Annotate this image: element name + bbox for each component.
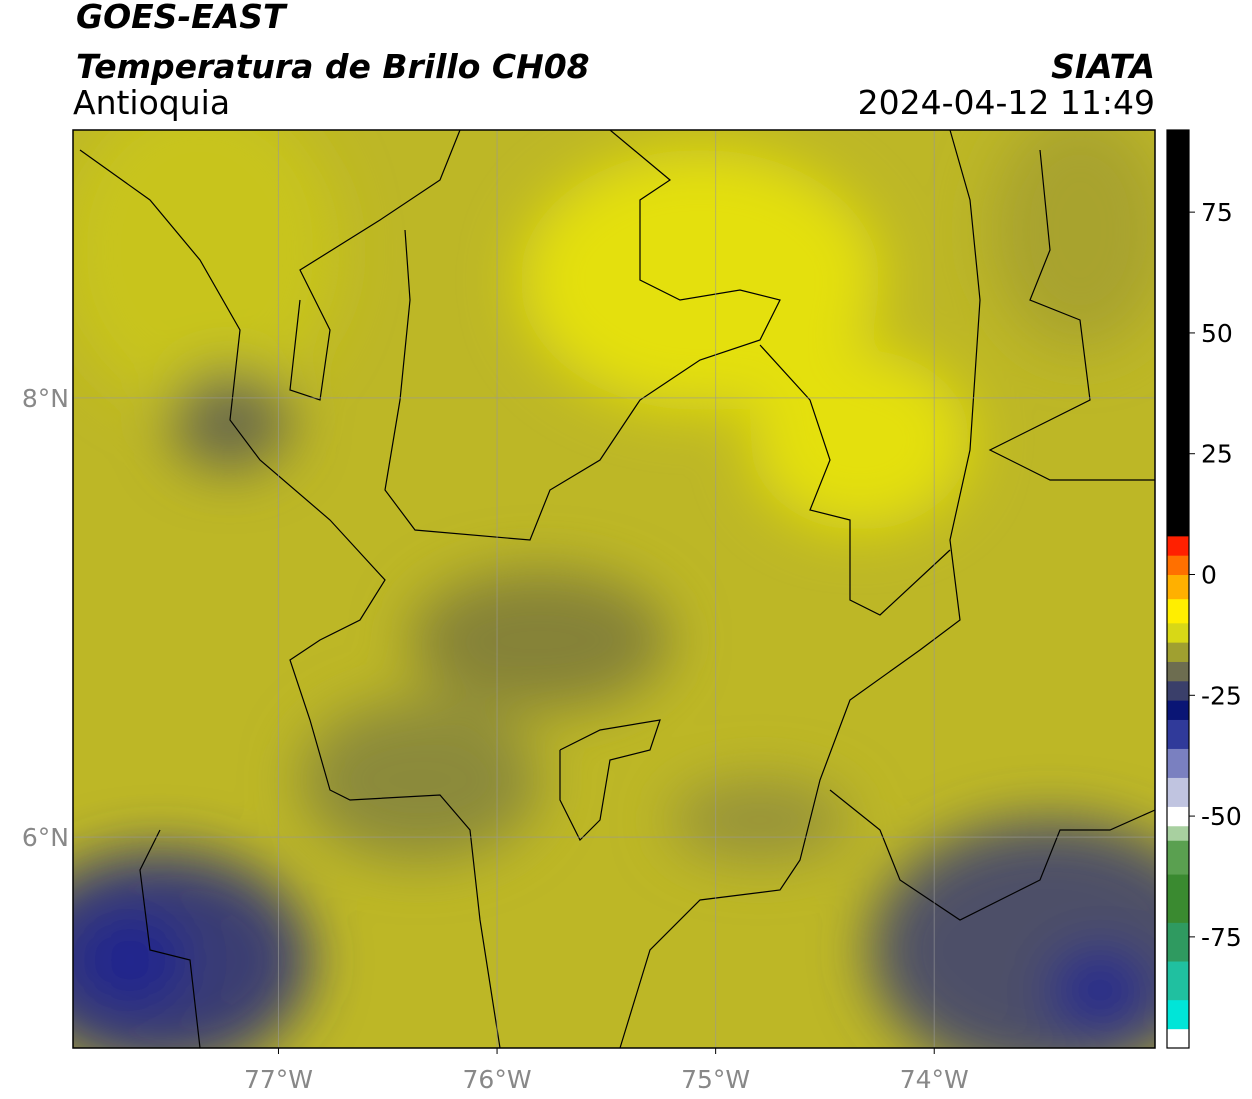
y-tick-label: 8°N bbox=[22, 384, 69, 413]
source: SIATA bbox=[1051, 47, 1155, 86]
title: GOES-EAST bbox=[76, 0, 288, 36]
subtitle: Temperatura de Brillo CH08 bbox=[76, 47, 590, 86]
y-tick-label: 6°N bbox=[22, 823, 69, 852]
colorbar-tick-label: -75 bbox=[1201, 923, 1242, 952]
grid: 77°W 76°W 75°W 74°W 6°N 8°N bbox=[22, 130, 1155, 1094]
colorbar-band bbox=[1167, 1028, 1189, 1049]
colorbar-band bbox=[1167, 661, 1189, 682]
map-frame bbox=[72, 129, 1156, 1049]
colorbar-tick-label: 25 bbox=[1201, 440, 1233, 469]
colorbar: 75 50 25 0 -25 -50 -75 bbox=[1167, 130, 1242, 1049]
colorbar-band bbox=[1167, 999, 1189, 1030]
datetime: 2024-04-12 11:49 bbox=[858, 83, 1155, 122]
colorbar-band bbox=[1167, 555, 1189, 576]
x-tick-label: 75°W bbox=[681, 1065, 750, 1094]
colorbar-band bbox=[1167, 622, 1189, 643]
colorbar-tick-label: 50 bbox=[1201, 319, 1233, 348]
colorbar-band bbox=[1167, 130, 1189, 537]
map-image bbox=[73, 130, 1155, 1048]
colorbar-band bbox=[1167, 806, 1189, 827]
colorbar-tick-label: -50 bbox=[1201, 802, 1242, 831]
colorbar-tick-label: 0 bbox=[1201, 561, 1217, 590]
colorbar-band bbox=[1167, 642, 1189, 662]
colorbar-frame bbox=[1166, 129, 1190, 1049]
colorbar-band bbox=[1167, 748, 1189, 778]
x-tick-label: 74°W bbox=[900, 1065, 969, 1094]
colorbar-tick-label: -25 bbox=[1201, 681, 1242, 710]
colorbar-band bbox=[1167, 700, 1189, 720]
x-tick-label: 76°W bbox=[463, 1065, 532, 1094]
colorbar-band bbox=[1167, 840, 1189, 875]
colorbar-band bbox=[1167, 874, 1189, 923]
colorbar-tick-label: 75 bbox=[1201, 198, 1233, 227]
colorbar-band bbox=[1167, 961, 1189, 1001]
x-tick-label: 77°W bbox=[244, 1065, 313, 1094]
colorbar-band bbox=[1167, 922, 1189, 962]
colorbar-band bbox=[1167, 777, 1189, 807]
colorbar-band bbox=[1167, 535, 1189, 556]
colorbar-band bbox=[1167, 680, 1189, 701]
region: Antioquia bbox=[73, 83, 230, 122]
colorbar-band bbox=[1167, 825, 1189, 841]
colorbar-band bbox=[1167, 719, 1189, 749]
colorbar-band bbox=[1167, 574, 1189, 600]
colorbar-band bbox=[1167, 598, 1189, 624]
